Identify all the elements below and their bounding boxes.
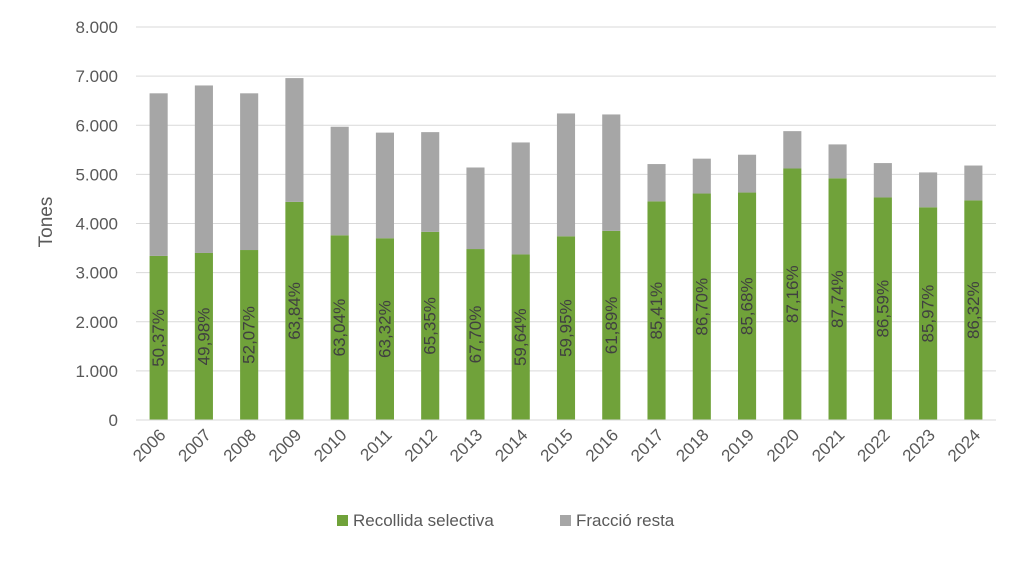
bar-recollida-selectiva: [964, 200, 983, 420]
y-tick-label: 6.000: [75, 116, 118, 135]
bar-recollida-selectiva: [738, 192, 757, 420]
data-label: 63,04%: [330, 299, 349, 357]
legend-label: Recollida selectiva: [353, 511, 494, 530]
bar-fraccio-resta: [466, 167, 485, 250]
data-labels: 50,37% 49,98% 52,07% 63,84% 63,04% 63,32% 65,3…: [149, 265, 983, 366]
bar-fraccio-resta: [738, 154, 757, 193]
data-label: 85,41%: [647, 282, 666, 340]
bar-fraccio-resta: [330, 126, 349, 236]
bar-fraccio-resta: [149, 93, 168, 256]
data-label: 87,16%: [783, 265, 802, 323]
bar-fraccio-resta: [194, 85, 213, 253]
y-axis-ticks: 0 1.000 2.000 3.000 4.000 5.000 6.000 7.000 8.00…: [75, 18, 118, 430]
x-tick-label: 2014: [491, 425, 531, 465]
bar-fraccio-resta: [556, 113, 576, 237]
data-label: 86,70%: [692, 278, 711, 336]
bar-recollida-selectiva: [375, 238, 394, 420]
bar-fraccio-resta: [511, 142, 530, 255]
bar-fraccio-resta: [375, 132, 394, 239]
data-label: 61,89%: [602, 297, 621, 355]
bar-recollida-selectiva: [783, 168, 802, 420]
bar-fraccio-resta: [602, 114, 621, 231]
x-tick-label: 2019: [718, 425, 758, 465]
y-tick-label: 7.000: [75, 67, 118, 86]
y-tick-label: 3.000: [75, 264, 118, 283]
x-tick-label: 2015: [537, 425, 577, 465]
bar-fraccio-resta: [783, 131, 802, 169]
bar-fraccio-resta: [919, 172, 938, 208]
data-label: 59,64%: [511, 308, 530, 366]
bar-recollida-selectiva: [647, 201, 666, 420]
bar-recollida-selectiva: [285, 201, 304, 420]
bar-fraccio-resta: [285, 78, 304, 202]
x-tick-label: 2024: [944, 425, 984, 465]
x-tick-label: 2012: [401, 425, 441, 465]
bar-recollida-selectiva: [466, 249, 485, 420]
data-label: 50,37%: [149, 309, 168, 367]
bar-fraccio-resta: [421, 132, 440, 232]
bar-fraccio-resta: [873, 163, 892, 198]
data-label: 87,74%: [828, 270, 847, 328]
data-label: 59,95%: [557, 299, 576, 357]
x-axis-ticks: 2006 2007 2008 2009 2010 2011 2012 2013 2014 2015…: [129, 425, 984, 465]
x-tick-label: 2009: [265, 425, 305, 465]
data-label: 86,32%: [964, 281, 983, 339]
bar-recollida-selectiva: [149, 255, 168, 420]
data-label: 63,32%: [375, 300, 394, 358]
legend: Recollida selectiva Fracció resta: [337, 511, 675, 530]
bar-recollida-selectiva: [421, 231, 440, 420]
y-tick-label: 1.000: [75, 362, 118, 381]
x-tick-label: 2010: [310, 425, 350, 465]
bar-fraccio-resta: [964, 165, 983, 201]
bar-recollida-selectiva: [602, 230, 621, 420]
x-tick-label: 2013: [446, 425, 486, 465]
bar-recollida-selectiva: [511, 254, 530, 420]
legend-swatch: [337, 515, 348, 526]
data-label: 63,84%: [285, 282, 304, 340]
x-tick-label: 2008: [220, 425, 260, 465]
bar-fraccio-resta: [240, 93, 259, 251]
x-tick-label: 2022: [853, 425, 893, 465]
bar-recollida-selectiva: [919, 207, 938, 420]
y-tick-label: 8.000: [75, 18, 118, 37]
y-tick-label: 5.000: [75, 165, 118, 184]
x-tick-label: 2017: [627, 425, 667, 465]
bar-recollida-selectiva: [194, 252, 213, 420]
bars: [149, 78, 983, 420]
y-tick-label: 2.000: [75, 313, 118, 332]
bar-fraccio-resta: [828, 144, 847, 179]
bar-recollida-selectiva: [828, 178, 847, 420]
data-label: 86,59%: [873, 280, 892, 338]
data-label: 85,97%: [919, 285, 938, 343]
y-axis-label: Tones: [36, 197, 57, 248]
data-label: 49,98%: [194, 308, 213, 366]
x-tick-label: 2007: [175, 425, 215, 465]
bar-recollida-selectiva: [330, 235, 349, 420]
x-tick-label: 2018: [672, 425, 712, 465]
bar-fraccio-resta: [647, 164, 666, 202]
y-tick-label: 0: [109, 411, 118, 430]
bar-recollida-selectiva: [873, 197, 892, 420]
legend-swatch: [560, 515, 571, 526]
x-tick-label: 2021: [808, 425, 848, 465]
x-tick-label: 2023: [899, 425, 939, 465]
x-tick-label: 2020: [763, 425, 803, 465]
data-label: 65,35%: [421, 297, 440, 355]
data-label: 52,07%: [240, 306, 259, 364]
data-label: 67,70%: [466, 306, 485, 364]
bar-recollida-selectiva: [692, 193, 711, 420]
legend-label: Fracció resta: [576, 511, 675, 530]
bar-recollida-selectiva: [556, 236, 576, 420]
x-tick-label: 2016: [582, 425, 622, 465]
bar-recollida-selectiva: [240, 250, 259, 420]
x-tick-label: 2006: [129, 425, 169, 465]
x-tick-label: 2011: [356, 425, 395, 464]
y-tick-label: 4.000: [75, 215, 118, 234]
bar-fraccio-resta: [692, 158, 711, 194]
data-label: 85,68%: [738, 277, 757, 335]
